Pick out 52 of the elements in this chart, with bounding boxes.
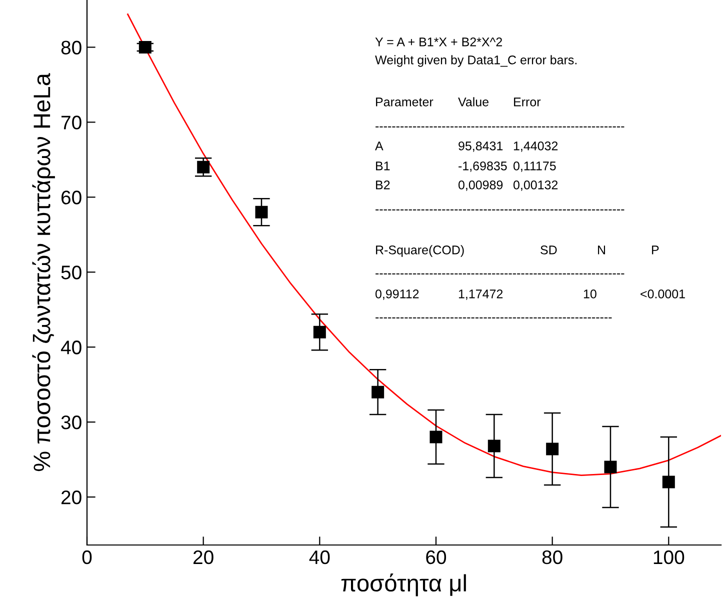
annotation: Y = A + B1*X + B2*X^2	[375, 38, 502, 46]
point	[138, 40, 152, 54]
point	[313, 326, 326, 338]
x-tick-label: 60	[426, 550, 446, 564]
annotation: Value	[458, 97, 488, 106]
annotation: 95,8431	[458, 142, 503, 152]
annotation: Parameter	[376, 98, 434, 106]
annotation: <0.0001	[640, 290, 685, 298]
annotation: 1,44032	[514, 142, 558, 152]
x-tick-label: 100	[654, 550, 684, 564]
line-series	[127, 14, 721, 476]
x-tick-label: 80	[542, 550, 562, 564]
x-tick-label: 20	[193, 550, 214, 564]
point	[604, 460, 617, 474]
y-tick-label: 80	[61, 40, 82, 54]
annotation: ------------------------------------------------------------	[376, 209, 624, 210]
annotation: -1,69835	[458, 162, 507, 172]
annotation: SD	[540, 246, 557, 254]
point	[662, 476, 675, 488]
point	[197, 160, 210, 174]
annotation: Weight given by Data1_C error bars.	[375, 55, 577, 67]
point	[255, 206, 268, 218]
annotation: ------------------------------------------------------------	[376, 273, 624, 274]
annotation: N	[598, 246, 606, 254]
y-tick-label: 40	[60, 340, 82, 354]
annotation: ---------------------------------------------------------	[376, 317, 612, 318]
y-tick-label: 20	[61, 490, 82, 504]
annotation: B1	[376, 162, 390, 170]
annotation: A	[375, 142, 384, 150]
x-tick-label: 40	[309, 550, 330, 564]
annotation: 1,17472	[458, 290, 503, 300]
annotation: 0,11175	[513, 162, 556, 172]
point	[372, 386, 384, 398]
y-tick-label: 60	[62, 190, 82, 204]
annotation: R-Square(COD)	[376, 245, 464, 257]
y-tick-label: 30	[61, 416, 82, 430]
y-axis-title: % ποσοστό ζωντατών κυττάρων HeLa	[32, 73, 55, 472]
annotation: ------------------------------------------------------------	[376, 126, 624, 128]
y-tick-label: 70	[62, 116, 82, 130]
x-axis-title: ποσότητα μl	[341, 574, 466, 596]
annotation: 0,00132	[513, 180, 558, 191]
point	[488, 440, 500, 452]
annotation: 10	[584, 290, 596, 298]
y-tick-label: 50	[61, 266, 82, 280]
annotation: B2	[376, 180, 390, 190]
x-tick-label: 0	[82, 550, 92, 564]
annotation: Error	[514, 98, 541, 106]
annotation: 0,00989	[458, 180, 503, 191]
point	[546, 442, 559, 456]
point	[430, 430, 442, 444]
annotation: 0,99112	[375, 290, 419, 300]
annotation: P	[652, 246, 659, 254]
